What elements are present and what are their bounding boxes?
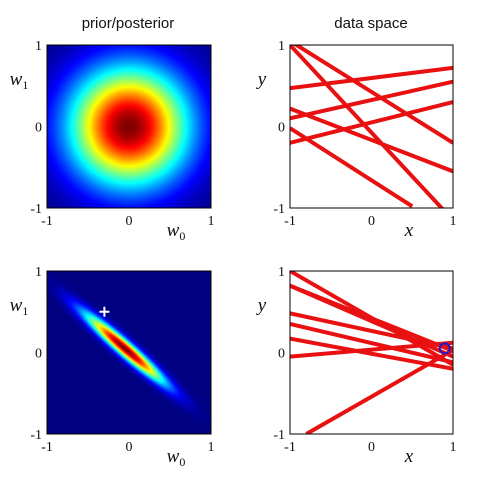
heatmap-prior [47, 45, 211, 208]
y-tick-label: 0 [278, 121, 285, 136]
sample-line-6 [292, 45, 453, 145]
sample-line-7 [290, 283, 453, 353]
x-tick-label: -1 [284, 214, 296, 229]
x-axis-label: x [404, 220, 414, 241]
sample-line-7 [290, 126, 414, 208]
y-tick-label: 1 [278, 39, 285, 54]
y-tick-label: -1 [30, 202, 42, 217]
x-tick-label: 0 [368, 214, 375, 229]
panel-data-posterior: -1 0 1 -1 0 1 x y [256, 265, 457, 467]
x-tick-label: 1 [450, 440, 457, 455]
y-axis-label: w1 [10, 69, 29, 92]
axes-frame [289, 270, 454, 435]
x-tick-label: 1 [208, 214, 215, 229]
y-tick-label: -1 [30, 428, 42, 443]
true-weight-marker [99, 306, 110, 317]
y-tick-label: 1 [35, 265, 42, 280]
sample-line-1 [290, 45, 445, 208]
axes-frame [46, 44, 212, 209]
x-tick-label: 0 [126, 214, 133, 229]
x-tick-label: 0 [368, 440, 375, 455]
y-tick-label: 0 [35, 121, 42, 136]
x-tick-label: 0 [126, 440, 133, 455]
y-tick-label: 0 [278, 347, 285, 362]
sample-line-3 [290, 311, 453, 351]
x-axis-label: w0 [167, 220, 186, 243]
x-tick-label: -1 [41, 214, 53, 229]
y-tick-label: -1 [273, 202, 285, 217]
sample-line-4 [290, 322, 453, 365]
axes-frame [289, 44, 454, 209]
x-tick-label: -1 [284, 440, 296, 455]
sample-line-3 [290, 106, 453, 174]
y-axis-label: y [256, 295, 267, 316]
panel-data-prior: -1 0 1 -1 0 1 x y [256, 39, 457, 241]
y-axis-label: y [256, 69, 267, 90]
title-data-space: data space [334, 15, 407, 32]
y-tick-label: 1 [35, 39, 42, 54]
x-tick-label: -1 [41, 440, 53, 455]
observed-point-1 [438, 342, 451, 355]
x-tick-label: 1 [450, 214, 457, 229]
y-axis-label: w1 [10, 295, 29, 318]
x-axis-label: w0 [167, 446, 186, 469]
sample-line-5 [290, 100, 453, 145]
panel-posterior: -1 0 1 -1 0 1 w0 w1 [10, 265, 215, 469]
y-tick-label: 1 [278, 265, 285, 280]
title-prior-posterior: prior/posterior [82, 15, 175, 32]
y-tick-label: 0 [35, 347, 42, 362]
x-axis-label: x [404, 446, 414, 467]
sample-line-4 [290, 79, 453, 121]
sample-line-8 [305, 348, 453, 434]
panel-prior: -1 0 1 -1 0 1 w0 w1 [10, 39, 215, 243]
sample-line-6 [290, 340, 453, 359]
axes-frame [46, 270, 212, 435]
heatmap-posterior [47, 271, 211, 434]
sample-line-2 [290, 65, 453, 91]
x-tick-label: 1 [208, 440, 215, 455]
y-tick-label: -1 [273, 428, 285, 443]
